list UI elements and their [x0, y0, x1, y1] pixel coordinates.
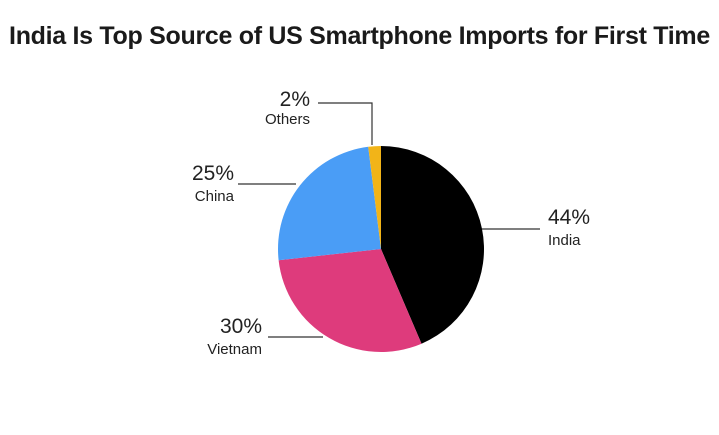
pie-slice-india — [381, 146, 484, 344]
leader-line-others — [318, 102, 373, 145]
slice-label-china: China — [195, 188, 235, 205]
slice-percent-china: 25% — [192, 162, 234, 185]
slice-label-vietnam: Vietnam — [207, 341, 262, 358]
slice-percent-india: 44% — [548, 206, 590, 229]
pie-slice-others — [368, 146, 381, 249]
slice-percent-others: 2% — [280, 88, 310, 111]
pie-slice-vietnam — [278, 249, 422, 352]
slice-percent-vietnam: 30% — [220, 315, 262, 338]
chart-title: India Is Top Source of US Smartphone Imp… — [9, 22, 710, 50]
slice-label-others: Others — [265, 111, 310, 128]
slice-label-india: India — [548, 232, 581, 249]
pie-slice-china — [278, 146, 381, 261]
